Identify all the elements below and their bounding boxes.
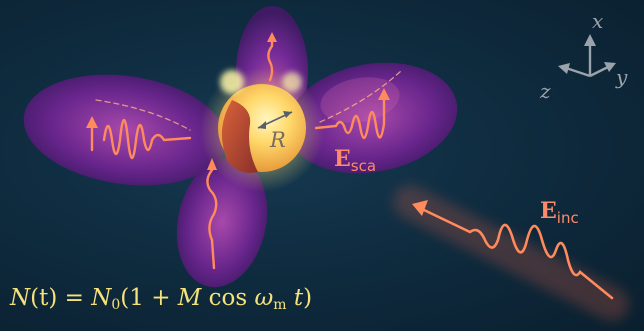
sphere: R (200, 68, 324, 192)
lobe-right (286, 62, 458, 174)
lobe-left (23, 74, 227, 186)
scattered-field-subscript: sca (351, 157, 376, 175)
incident-field-label: Einc (540, 198, 579, 227)
formula-m-symbol: M (177, 285, 202, 311)
incident-field-subscript: inc (557, 209, 579, 227)
radius-label: R (269, 128, 286, 152)
axis-z-label: z (539, 79, 551, 103)
wave-top (267, 36, 274, 82)
sphere-bright-spot (220, 70, 244, 94)
axis-x-label: x (592, 9, 603, 33)
wave-bottom (206, 160, 218, 242)
radius-arrowhead-start (258, 121, 266, 129)
axis-z-line (565, 66, 591, 78)
formula-t-symbol: t (286, 285, 304, 311)
modulation-formula: N(t) = N0(1 + M cos ωm t) (10, 285, 312, 313)
coordinate-axes (558, 34, 616, 78)
formula-cos: cos (201, 285, 255, 311)
wave-top-arrowhead (267, 32, 277, 42)
incident-wave-arrowhead (412, 200, 428, 216)
formula-n0-symbol: N (91, 285, 112, 311)
wave-bottom-stem (210, 238, 216, 270)
wave-left-arrowhead (86, 116, 98, 128)
wave-right-arrowhead (378, 88, 390, 100)
axis-x-arrowhead (584, 34, 596, 46)
formula-close: ) (303, 285, 313, 311)
sphere-cutaway (221, 100, 258, 173)
scattered-field-label: Esca (334, 146, 376, 175)
radius-arrowhead-end (283, 111, 292, 118)
formula-lhs-arg: (t) (30, 285, 58, 311)
wave-left-envelope (95, 99, 191, 131)
formula-n0-sub: 0 (111, 297, 121, 313)
axis-z-arrowhead (558, 63, 570, 74)
wave-right-envelope (319, 69, 403, 123)
incident-wave-line (422, 208, 614, 300)
formula-omega-symbol: ω (254, 285, 274, 311)
formula-open: (1 + (120, 285, 178, 311)
incident-wave (393, 185, 629, 321)
axis-y-line (589, 64, 611, 78)
incident-field-symbol: E (540, 198, 557, 224)
wave-bottom-arrowhead (207, 158, 217, 170)
formula-equals: = (57, 285, 92, 311)
axis-y-label: y (615, 65, 628, 89)
wave-right (314, 94, 386, 140)
wave-left (90, 118, 192, 160)
scattered-field-symbol: E (334, 146, 351, 172)
formula-omega-sub: m (273, 297, 287, 313)
scattered-waves (86, 32, 403, 270)
axis-y-arrowhead (604, 62, 616, 72)
formula-lhs-symbol: N (10, 285, 31, 311)
sphere-bright-spot-2 (282, 72, 302, 92)
